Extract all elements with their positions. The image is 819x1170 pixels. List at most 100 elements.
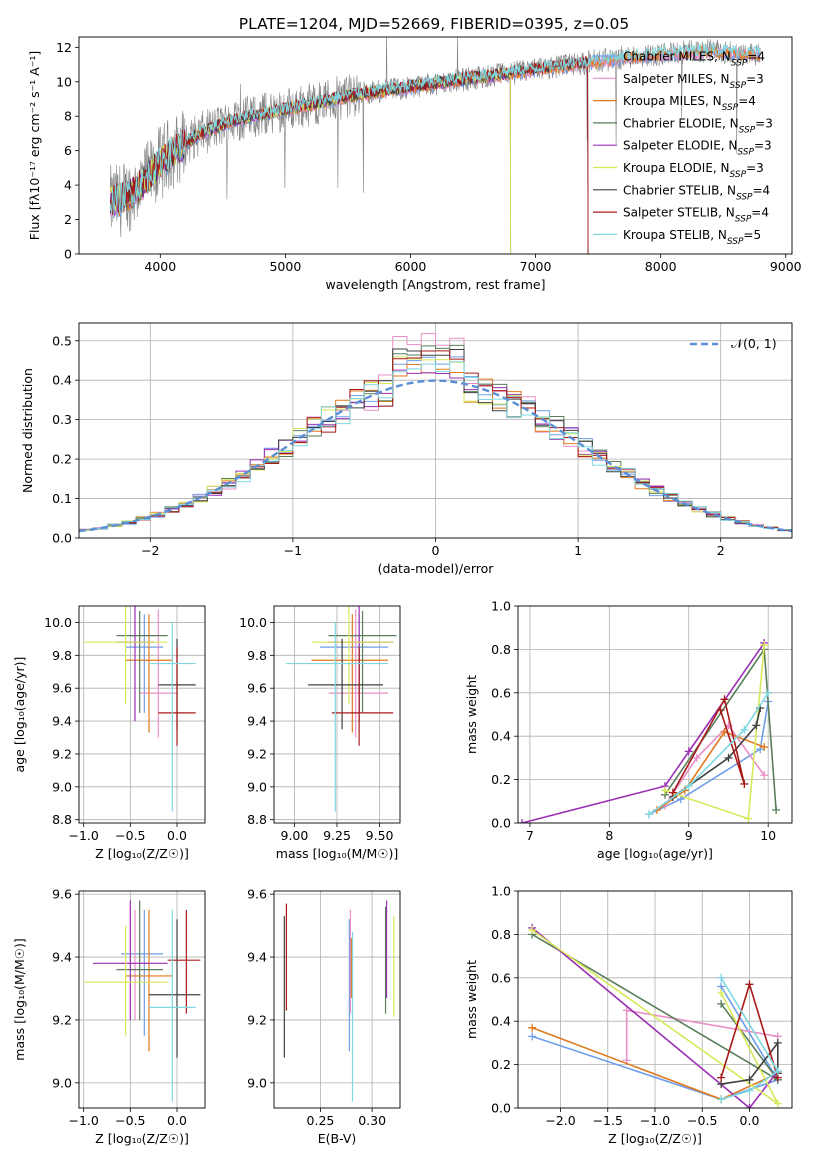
- x-tick-label: −1.0: [68, 828, 98, 843]
- x-tick-label: −0.5: [115, 828, 145, 843]
- y-tick-label: 9.6: [52, 681, 72, 696]
- weight-marker: [724, 753, 733, 762]
- x-tick-label: −2: [141, 543, 159, 558]
- plot-frame: [78, 605, 206, 824]
- weight-marker: [692, 753, 701, 762]
- x-tick-label: 7: [526, 828, 534, 843]
- y-tick-label: 0.3: [52, 412, 72, 427]
- chart-panels: 4000 5000 6000 7000 8000 9000024681012wavelen…: [12, 36, 802, 1146]
- y-tick-label: 0.8: [491, 927, 511, 942]
- legend-subscript: SSP: [731, 59, 748, 69]
- x-tick-label: −1.5: [593, 1113, 623, 1128]
- y-tick-label: 0.0: [491, 1101, 511, 1116]
- legend-subscript: SSP: [737, 148, 754, 158]
- y-tick-label: 0.5: [52, 333, 72, 348]
- weight-marker: [745, 980, 754, 989]
- errorbar-point: [83, 606, 168, 705]
- y-tick-label: 9.0: [247, 779, 267, 794]
- x-tick-label: 9: [685, 828, 693, 843]
- errorbar-point: [125, 909, 173, 1052]
- y-tick-label: 9.0: [52, 1075, 72, 1090]
- errorbar-point: [125, 614, 173, 733]
- weight-marker: [528, 1032, 537, 1041]
- x-axis-label: mass [log₁₀(M/M☉)]: [276, 846, 398, 861]
- y-tick-label: 0.2: [491, 1057, 511, 1072]
- y-tick-label: 8.8: [52, 812, 72, 827]
- errorbar-point: [149, 622, 196, 812]
- plot-frame: [517, 890, 793, 1109]
- y-tick-label: 0.1: [52, 491, 72, 506]
- errorbar-point: [121, 909, 163, 1036]
- y-tick-label: 9.8: [247, 648, 267, 663]
- figure-title: PLATE=1204, MJD=52669, FIBERID=0395, z=0…: [239, 15, 629, 33]
- y-tick-label: 12: [56, 40, 72, 55]
- errorbar-point: [311, 614, 389, 733]
- y-tick-label: 0: [64, 247, 72, 262]
- errorbar-point: [83, 925, 168, 1036]
- errorbar-point: [116, 606, 154, 722]
- y-tick-label: 8: [64, 109, 72, 124]
- x-axis-label: Z [log₁₀(Z/Z☉)]: [608, 1131, 702, 1146]
- weight-marker: [772, 805, 781, 814]
- x-tick-label: 0: [432, 543, 440, 558]
- weight-marker: [740, 725, 749, 734]
- errorbar-point: [311, 606, 394, 705]
- legend-subscript: SSP: [730, 81, 747, 91]
- weight-series-line: [720, 977, 779, 1101]
- weight-lines: [518, 638, 781, 823]
- y-tick-label: 9.6: [52, 887, 72, 902]
- y-tick-label: 1.0: [491, 884, 511, 899]
- legend-label: Kroupa ELODIE, NSSP=3: [623, 161, 764, 180]
- weight-marker: [760, 743, 769, 752]
- weight-marker: [745, 1075, 754, 1084]
- x-tick-label: 2: [717, 543, 725, 558]
- errorbar-point: [149, 909, 196, 1102]
- x-tick-label: 0.25: [307, 1113, 335, 1128]
- normal-curve: [79, 379, 792, 533]
- residuals-panel: −2 −1 0 1 2 0.0 0.1 0.2 0.3 0.4 0.5 (data-model)/er…: [20, 322, 793, 576]
- x-tick-label: 0.0: [740, 1113, 760, 1128]
- errorbar-point: [285, 622, 389, 812]
- y-tick-label: 9.4: [247, 950, 267, 965]
- weight-marker: [745, 1086, 754, 1095]
- weight-marker: [717, 1073, 726, 1082]
- spectrum-panel: 4000 5000 6000 7000 8000 9000 0 2 4 6 8 10 12 wavelen…: [27, 36, 802, 292]
- mass-vs-EBV-panel: 0.25 0.30 9.0 9.2 9.4 9.6 E(B-V): [247, 887, 401, 1146]
- y-axis-label: Flux [fλ10⁻¹⁷ erg cm⁻² s⁻¹ A⁻¹]: [27, 51, 42, 240]
- errorbar-point: [149, 919, 201, 1058]
- weight-marker: [773, 1099, 782, 1108]
- y-tick-label: 9.8: [52, 648, 72, 663]
- legend-suffix: =4: [747, 50, 765, 64]
- errorbar-point: [328, 610, 397, 713]
- weight-marker: [760, 641, 769, 650]
- weight-marker: [717, 1095, 726, 1104]
- x-tick-label: 8: [605, 828, 613, 843]
- errorbar-point: [93, 900, 168, 1020]
- weight-series-line: [720, 1040, 779, 1085]
- weight-marker: [622, 1006, 631, 1015]
- y-tick-label: 2: [64, 212, 72, 227]
- residual-hists: [79, 333, 792, 534]
- x-tick-label: 9.00: [281, 828, 309, 843]
- errorbar-point: [167, 909, 201, 1014]
- y-tick-label: 9.6: [247, 887, 267, 902]
- errorbars: [283, 900, 395, 1102]
- weight-series-line: [672, 697, 746, 793]
- weight-marker: [518, 819, 526, 823]
- weight-marker: [660, 786, 669, 795]
- x-tick-label: 0.30: [358, 1113, 386, 1128]
- spectrum-lines: [109, 37, 761, 254]
- y-tick-label: 0.2: [491, 772, 511, 787]
- y-tick-label: 10.0: [239, 615, 267, 630]
- y-tick-label: 6: [64, 143, 72, 158]
- spectrum-model-line: [109, 42, 761, 213]
- y-tick-label: 9.4: [52, 714, 72, 729]
- x-tick-label: −1.0: [68, 1113, 98, 1128]
- errorbar-point: [125, 614, 163, 713]
- weight-marker: [528, 1023, 537, 1032]
- y-tick-label: 0.6: [491, 685, 511, 700]
- legend-suffix: =4: [738, 94, 756, 108]
- y-tick-label: 10: [56, 74, 72, 89]
- legend-label: Kroupa MILES, NSSP=4: [623, 94, 756, 113]
- y-tick-label: 9.6: [247, 681, 267, 696]
